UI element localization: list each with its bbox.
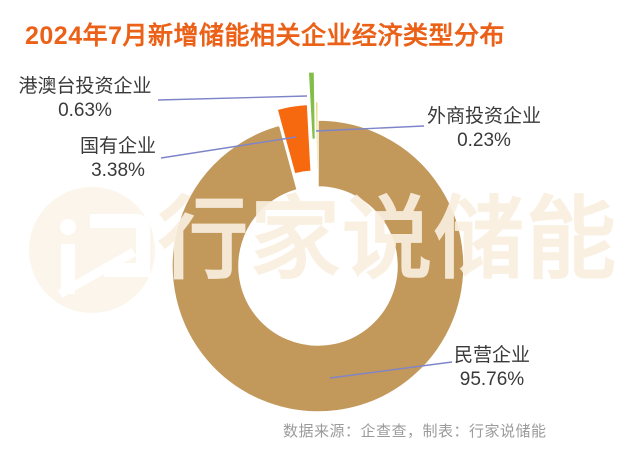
slice-label: 港澳台投资企业 <box>18 76 152 97</box>
pie-slice-1 <box>276 103 312 175</box>
pie-slice-3 <box>315 101 319 170</box>
slice-label: 外商投资企业 <box>426 106 541 127</box>
pie-slice-2 <box>307 71 316 140</box>
slice-percent: 95.76% <box>459 369 525 390</box>
source-note: 数据来源：企查查，制表：行家说储能 <box>283 423 547 440</box>
leader-line-0 <box>157 95 308 101</box>
slice-label: 国有企业 <box>79 136 156 157</box>
label-waishang: 外商投资企业 0.23% <box>404 105 564 153</box>
slice-percent: 0.63% <box>58 100 112 121</box>
slice-percent: 0.23% <box>457 130 511 151</box>
slice-percent: 3.38% <box>91 160 145 181</box>
slice-label: 民营企业 <box>453 345 530 366</box>
label-minying: 民营企业 95.76% <box>412 344 572 392</box>
label-guoyou: 国有企业 3.38% <box>38 135 198 183</box>
watermark-text: 行家说储能 <box>158 190 618 290</box>
page-title: 2024年7月新增储能相关企业经济类型分布 <box>25 22 506 50</box>
label-gangaotai: 港澳台投资企业 0.63% <box>5 75 165 123</box>
watermark-logo-icon <box>29 187 155 313</box>
